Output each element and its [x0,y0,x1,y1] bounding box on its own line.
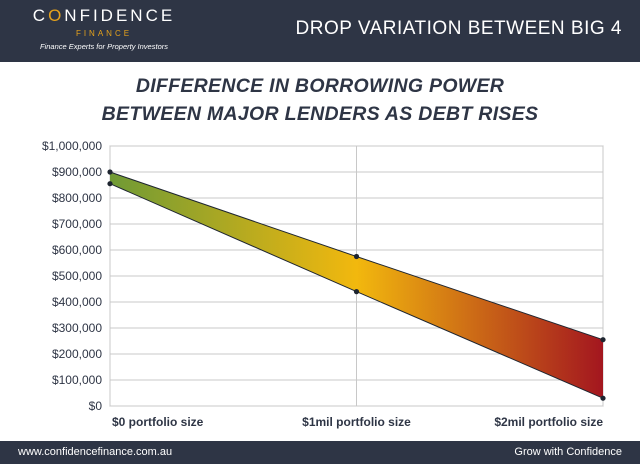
chart-title-line-2: BETWEEN MAJOR LENDERS AS DEBT RISES [101,103,539,125]
borrowing-range-band [110,172,603,399]
logo-wordmark: CONFIDENCE [32,6,176,25]
data-point [353,253,360,260]
x-tick-label: $2mil portfolio size [494,415,603,429]
data-point [107,169,113,175]
y-tick-label: $600,000 [52,243,102,257]
y-tick-label: $0 [89,399,103,413]
y-tick-label: $400,000 [52,295,102,309]
company-logo: CONFIDENCE FINANCE Finance Experts for P… [14,6,194,51]
y-tick-label: $700,000 [52,217,102,231]
y-tick-label: $900,000 [52,165,102,179]
y-tick-label: $200,000 [52,347,102,361]
data-point [600,395,606,401]
y-tick-label: $500,000 [52,269,102,283]
y-tick-label: $300,000 [52,321,102,335]
chart-title: DIFFERENCE IN BORROWING POWER BETWEEN MA… [0,72,640,128]
header-title: DROP VARIATION BETWEEN BIG 4 [295,18,622,39]
logo-subtitle: FINANCE [75,29,133,38]
footer-website: www.confidencefinance.com.au [18,446,173,458]
data-point [600,337,606,343]
header-bar: CONFIDENCE FINANCE Finance Experts for P… [0,0,640,62]
footer-bar: www.confidencefinance.com.au Grow with C… [0,441,640,464]
data-point [353,289,360,295]
chart-title-line-1: DIFFERENCE IN BORROWING POWER [135,75,505,97]
y-tick-label: $100,000 [52,373,102,387]
footer-slogan: Grow with Confidence [514,446,622,458]
logo-tagline: Finance Experts for Property Investors [40,42,168,51]
y-tick-label: $800,000 [52,191,102,205]
data-point [107,181,113,187]
x-tick-label: $0 portfolio size [112,415,204,429]
x-tick-label: $1mil portfolio size [302,415,411,429]
y-tick-label: $1,000,000 [42,139,102,153]
